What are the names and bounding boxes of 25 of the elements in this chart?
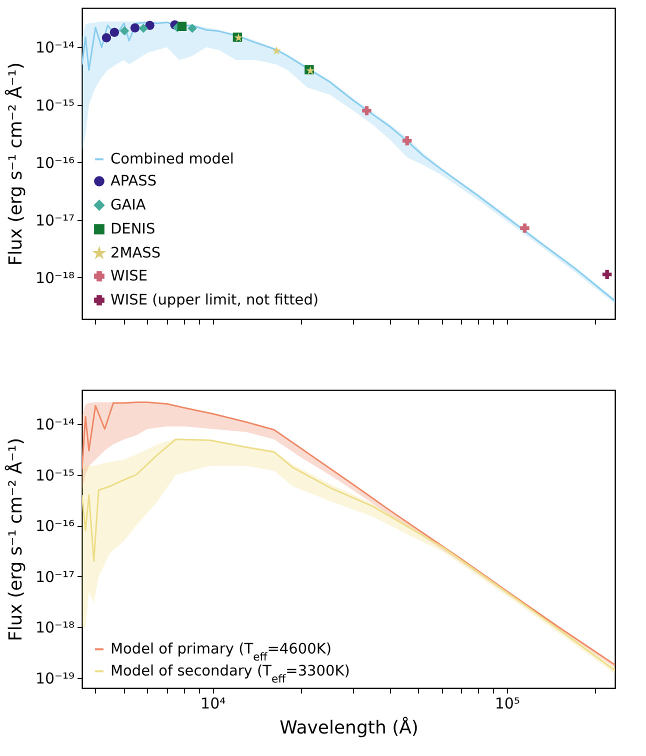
y-tick-label: 10⁻¹⁴ xyxy=(35,38,74,57)
legend-label: DENIS xyxy=(110,221,156,238)
y-tick-label: 10⁻¹⁶ xyxy=(35,154,74,172)
legend-label: WISE xyxy=(110,268,148,284)
legend-label: APASS xyxy=(110,173,157,190)
y-tick-label: 10⁻¹⁴ xyxy=(35,416,74,434)
y-tick-label: 10⁻¹⁹ xyxy=(35,669,74,688)
legend-label: 2MASS xyxy=(110,245,161,262)
legend-label: Model of secondary (T$_{eff}$=3300K) xyxy=(110,663,350,685)
legend-label: WISE (upper limit, not fitted) xyxy=(110,292,319,308)
x-tick-label: 10⁵ xyxy=(494,694,520,712)
x-axis-title: Wavelength (Å) xyxy=(280,716,418,738)
y-tick-label: 10⁻¹⁸ xyxy=(35,268,74,287)
y-axis-title: Flux (erg s⁻¹ cm⁻² Å⁻¹) xyxy=(4,62,26,266)
y-tick-label: 10⁻¹⁵ xyxy=(35,96,74,114)
y-tick-label: 10⁻¹⁵ xyxy=(35,466,74,484)
legend-label: Combined model xyxy=(110,151,234,168)
legend-label: GAIA xyxy=(110,197,146,214)
legend-label: Model of primary (T$_{eff}$=4600K) xyxy=(110,641,332,663)
y-tick-label: 10⁻¹⁶ xyxy=(35,517,74,536)
y-tick-label: 10⁻¹⁷ xyxy=(35,211,74,230)
y-tick-label: 10⁻¹⁷ xyxy=(35,568,74,586)
y-tick-label: 10⁻¹⁸ xyxy=(35,618,74,637)
y-axis-title: Flux (erg s⁻¹ cm⁻² Å⁻¹) xyxy=(4,438,26,642)
x-tick-label: 10⁴ xyxy=(200,694,226,712)
